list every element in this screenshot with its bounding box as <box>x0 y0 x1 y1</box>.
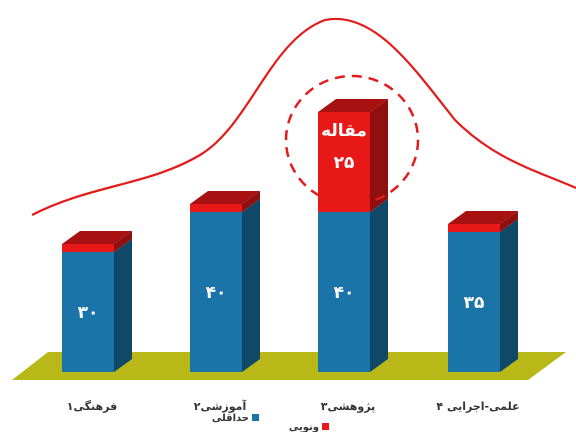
legend: حداقلی ونویی <box>212 413 329 432</box>
trend-curve <box>31 17 576 216</box>
bar-cap-1 <box>190 191 260 204</box>
bar-side-top-0 <box>114 231 132 252</box>
bar-front-base-0 <box>62 252 114 372</box>
bar-side-top-2 <box>370 99 388 212</box>
legend-swatch-1 <box>322 423 329 430</box>
data-label-base-3: ۳۵ <box>464 293 485 313</box>
callout-dashed-circle <box>284 74 420 206</box>
category-label-0: فرهنگی۱ <box>67 400 117 413</box>
category-label-3: علمی-اجرایی ۴ <box>436 400 519 413</box>
legend-label-1: ونویی <box>289 422 319 432</box>
legend-swatch-0 <box>252 414 259 421</box>
data-label-base-0: ۳۰ <box>78 303 99 323</box>
bar-side-base-0 <box>114 239 132 372</box>
callout-label: مقاله <box>321 121 367 141</box>
callout-layer <box>284 74 420 206</box>
bar-front-top-1 <box>190 204 242 212</box>
legend-label-0: حداقلی <box>212 413 249 424</box>
bar-side-top-1 <box>242 191 260 212</box>
bar-front-base-2 <box>318 212 370 372</box>
floor-layer <box>12 352 566 380</box>
bar-cap-3 <box>448 211 518 224</box>
bar-front-top-2 <box>318 112 370 212</box>
bar-side-base-3 <box>500 219 518 372</box>
bar-side-top-3 <box>500 211 518 232</box>
data-label-base-1: ۴۰ <box>206 283 227 303</box>
category-labels: فرهنگی۱ آموزشی۲ پژوهشی۳ علمی-اجرایی ۴ <box>67 399 520 413</box>
bar-front-base-1 <box>190 212 242 372</box>
bar-cap-0 <box>62 231 132 244</box>
trend-layer <box>31 17 576 216</box>
bar-side-base-2 <box>370 199 388 372</box>
chart-floor <box>12 352 566 380</box>
category-label-1: آموزشی۲ <box>194 399 247 413</box>
labels-layer: ۳۰ ۴۰ ۴۰ ۲۵ ۳۵ مقاله <box>78 121 485 323</box>
bars-layer <box>62 99 518 372</box>
category-label-2: پژوهشی۳ <box>321 400 375 413</box>
bar-front-base-3 <box>448 232 500 372</box>
data-label-top-2: ۲۵ <box>334 153 355 173</box>
data-label-base-2: ۴۰ <box>334 283 355 303</box>
bar-side-base-1 <box>242 199 260 372</box>
bar-front-top-0 <box>62 244 114 252</box>
bar-cap-2 <box>318 99 388 112</box>
bar-front-top-3 <box>448 224 500 232</box>
